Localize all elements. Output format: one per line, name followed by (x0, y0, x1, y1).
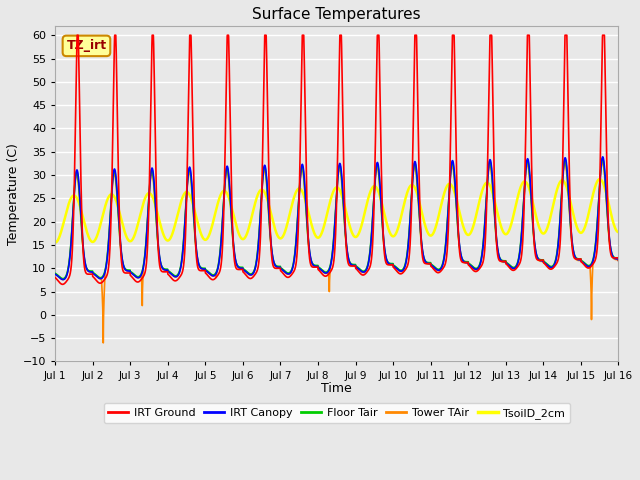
TsoilD_2cm (152, 206, 160, 212)
IRT Ground (614, 257, 622, 263)
Tower TAir (99, 340, 107, 346)
IRT Canopy (614, 256, 622, 262)
Floor Tair (463, 259, 471, 264)
Tower TAir (495, 255, 503, 261)
TsoilD_2cm (495, 216, 503, 222)
TsoilD_2cm (432, 224, 440, 229)
Tower TAir (599, 159, 607, 165)
TsoilD_2cm (614, 229, 621, 235)
IRT Ground (495, 257, 503, 263)
Tower TAir (614, 257, 622, 263)
Line: TsoilD_2cm: TsoilD_2cm (55, 179, 618, 242)
Floor Tair (316, 265, 324, 271)
Legend: IRT Ground, IRT Canopy, Floor Tair, Tower TAir, TsoilD_2cm: IRT Ground, IRT Canopy, Floor Tair, Towe… (104, 403, 570, 423)
IRT Canopy (599, 154, 607, 160)
Line: IRT Ground: IRT Ground (55, 35, 618, 284)
IRT Canopy (152, 217, 160, 223)
Floor Tair (495, 253, 503, 259)
IRT Ground (614, 255, 622, 261)
Line: IRT Canopy: IRT Canopy (55, 157, 618, 279)
Line: Tower TAir: Tower TAir (55, 162, 618, 343)
TsoilD_2cm (463, 231, 471, 237)
TsoilD_2cm (596, 176, 604, 182)
IRT Ground (463, 260, 471, 265)
TsoilD_2cm (51, 240, 59, 245)
IRT Ground (153, 199, 161, 205)
TsoilD_2cm (316, 234, 324, 240)
IRT Canopy (614, 257, 622, 263)
Text: TZ_irt: TZ_irt (67, 39, 106, 52)
IRT Canopy (51, 271, 59, 277)
TsoilD_2cm (614, 229, 622, 235)
Floor Tair (432, 265, 440, 271)
Y-axis label: Temperature (C): Temperature (C) (7, 143, 20, 245)
Tower TAir (463, 260, 471, 266)
Line: Floor Tair: Floor Tair (55, 158, 618, 279)
IRT Ground (432, 269, 440, 275)
IRT Canopy (59, 276, 67, 282)
IRT Ground (316, 269, 324, 275)
Tower TAir (152, 222, 160, 228)
Tower TAir (614, 258, 622, 264)
Floor Tair (59, 276, 67, 282)
IRT Ground (74, 32, 81, 38)
IRT Ground (59, 281, 67, 287)
IRT Canopy (316, 266, 324, 272)
Floor Tair (614, 255, 622, 261)
IRT Ground (51, 275, 59, 280)
Floor Tair (614, 256, 622, 262)
Tower TAir (316, 266, 324, 272)
IRT Canopy (432, 266, 440, 272)
Tower TAir (432, 267, 440, 273)
Title: Surface Temperatures: Surface Temperatures (253, 7, 421, 22)
IRT Canopy (463, 260, 471, 265)
Floor Tair (51, 270, 59, 276)
X-axis label: Time: Time (321, 382, 352, 395)
IRT Canopy (495, 253, 503, 259)
Tower TAir (51, 271, 59, 277)
Floor Tair (599, 156, 607, 161)
Floor Tair (152, 220, 160, 226)
